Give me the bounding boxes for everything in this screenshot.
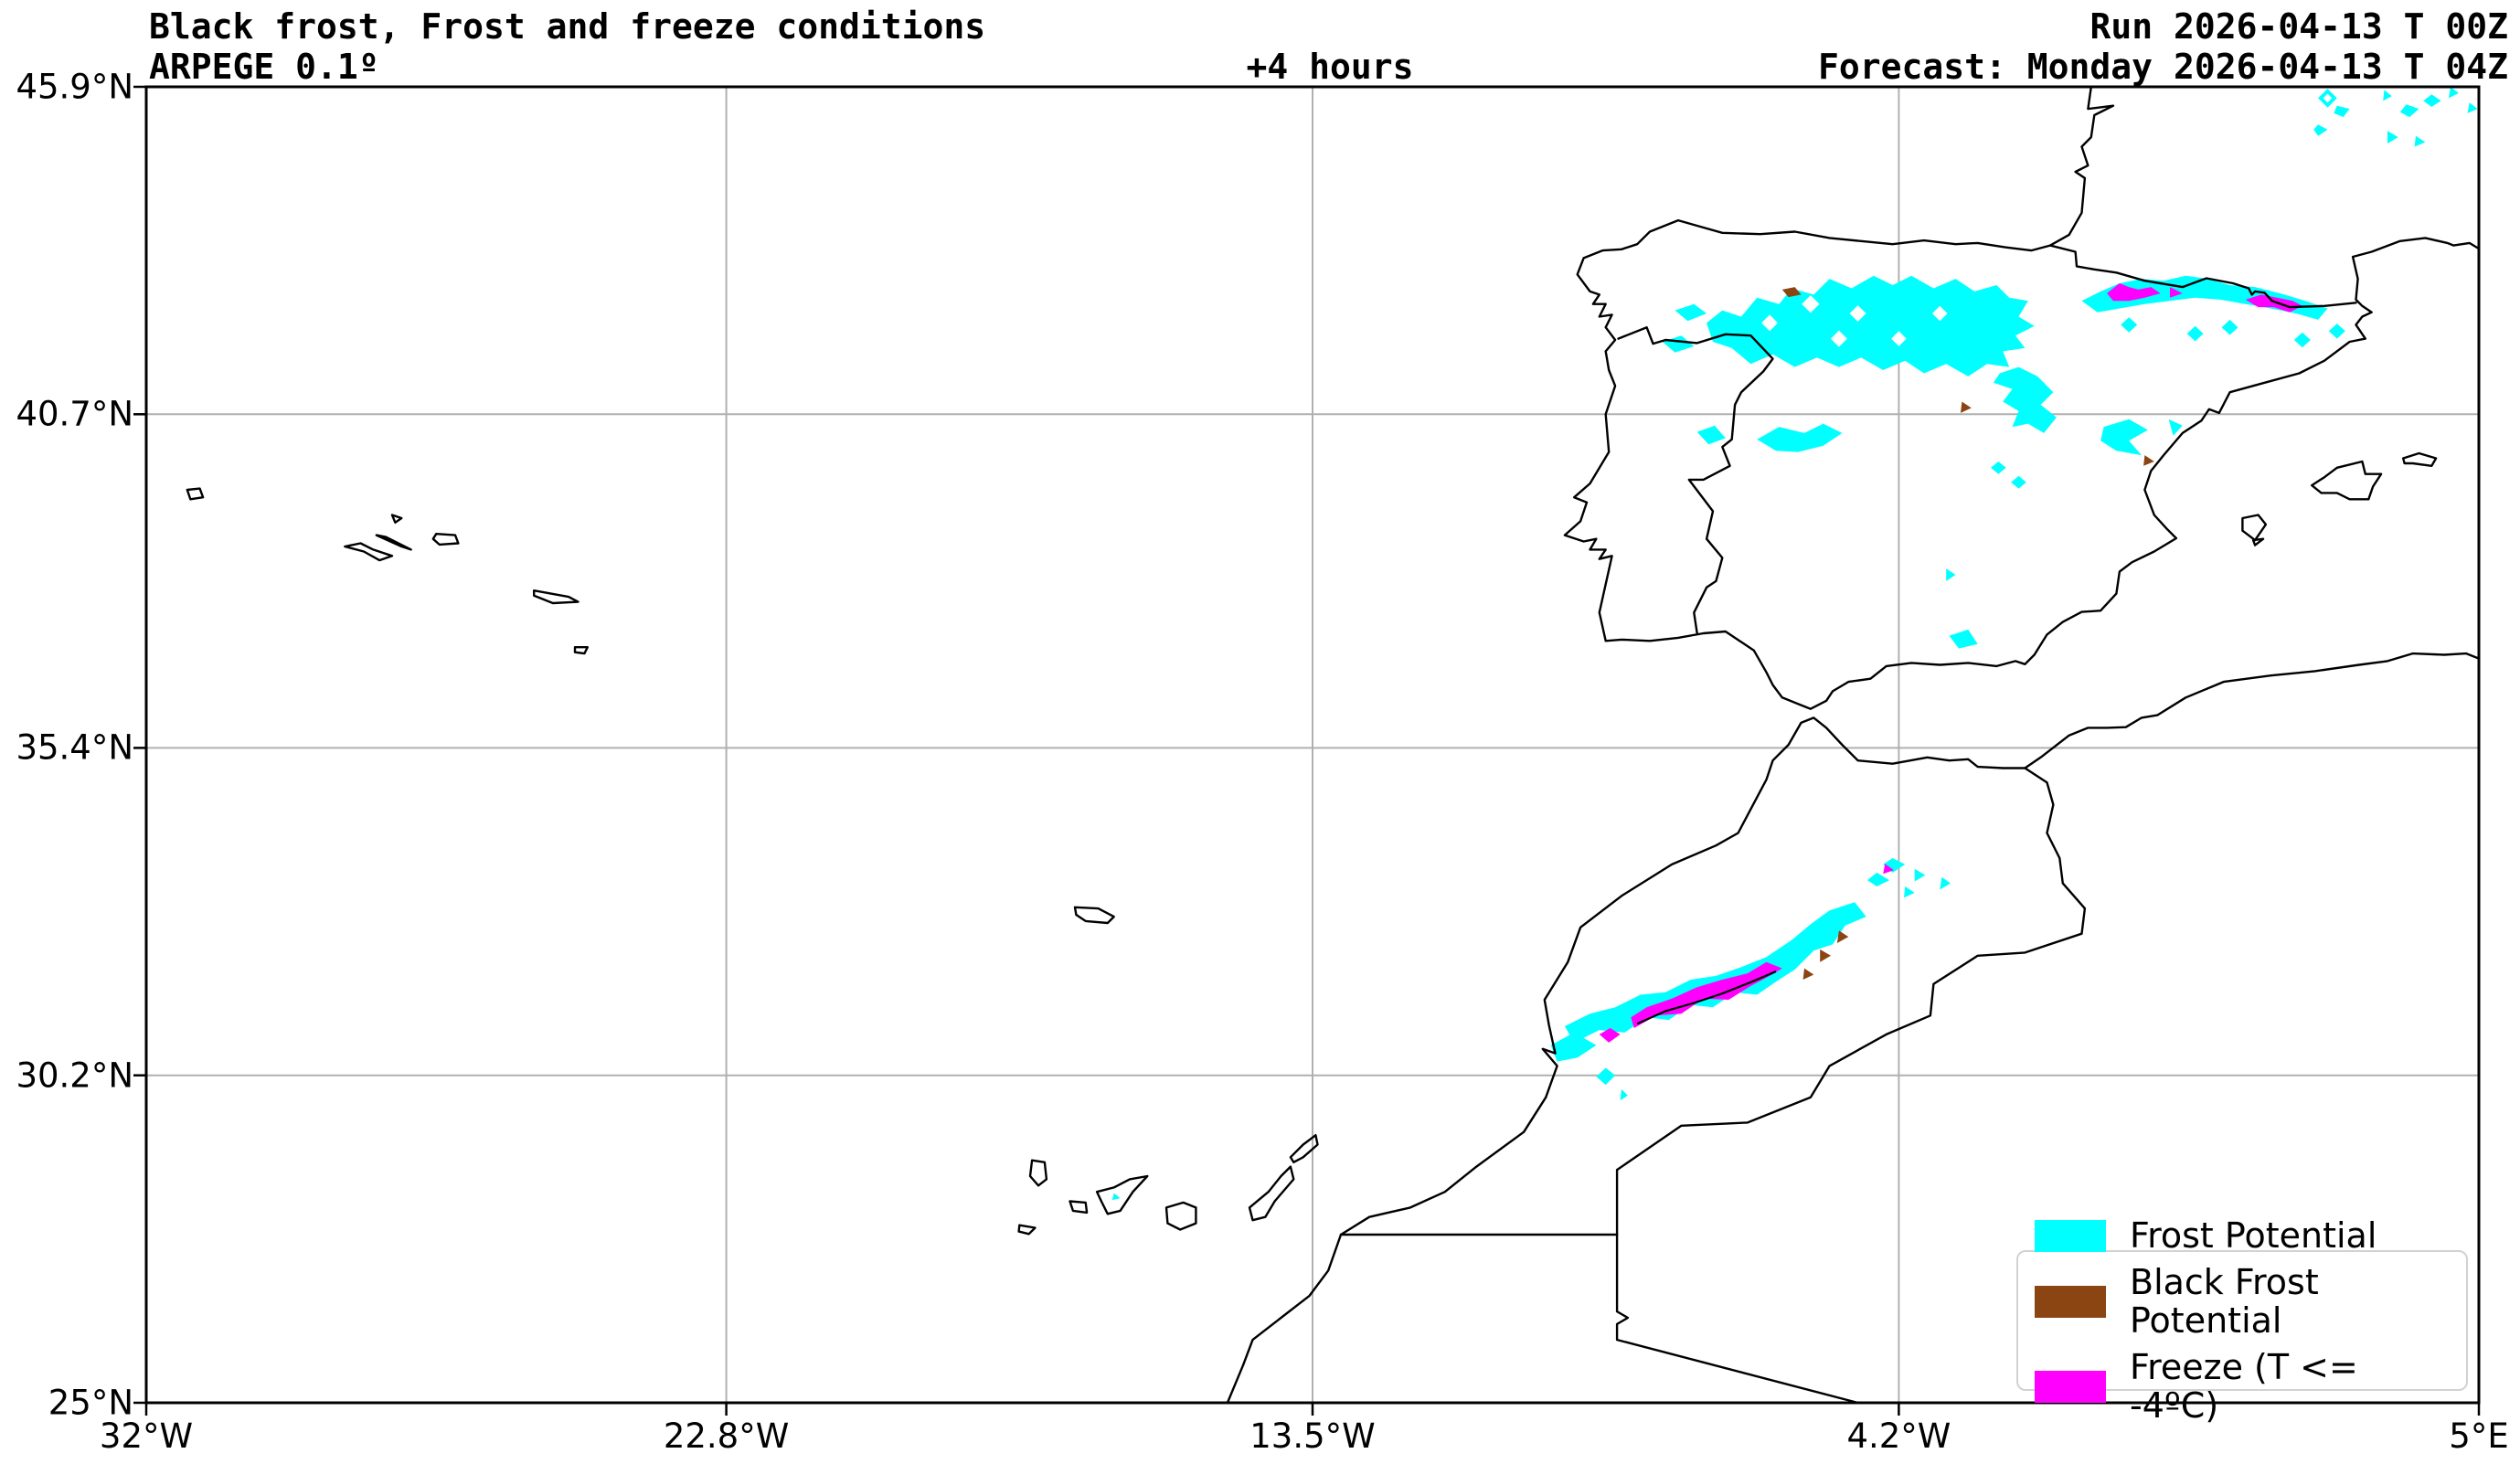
x-tick-label: 5°E <box>2449 1416 2509 1456</box>
x-tick-label: 22.8°W <box>663 1416 790 1456</box>
island-el-hierro <box>1017 1224 1037 1236</box>
x-tick-label: 13.5°W <box>1249 1416 1376 1456</box>
frost-holes <box>1761 93 2333 347</box>
legend: Frost Potential Black Frost Potential Fr… <box>2016 1216 2468 1425</box>
y-tick-label: 45.9°N <box>16 67 133 107</box>
island-la-palma <box>1028 1159 1048 1187</box>
black-frost-label: Black Frost Potential <box>2130 1262 2319 1341</box>
france-spain-border <box>2048 244 2357 309</box>
y-tick-label: 35.4°N <box>16 727 133 768</box>
island-menorca <box>2402 451 2438 467</box>
atlas-crest-line <box>1636 970 1777 1025</box>
island-formentera <box>2251 537 2265 546</box>
island-mallorca <box>2311 460 2383 501</box>
y-tick-label: 25°N <box>48 1383 133 1423</box>
model-label: ARPEGE 0.1º <box>149 47 379 87</box>
x-tick-label: 32°W <box>99 1416 194 1456</box>
plot-frame <box>133 85 2481 1416</box>
lead-time-label: +4 hours <box>1246 47 1414 87</box>
island-tenerife <box>1095 1174 1149 1215</box>
y-tick-label: 30.2°N <box>16 1056 133 1096</box>
y-tick-label: 40.7°N <box>16 394 133 434</box>
freeze-swatch <box>2035 1370 2106 1403</box>
island-terceira <box>431 533 460 546</box>
island-gran-canaria <box>1164 1201 1197 1231</box>
island-sao-jorge <box>375 534 412 551</box>
black-frost-swatch <box>2035 1285 2106 1318</box>
coastlines-borders <box>186 85 2481 1405</box>
island-faial-pico <box>344 542 394 562</box>
island-ibiza <box>2241 514 2268 542</box>
forecast-label: Forecast: Monday 2026-04-13 T 04Z <box>1818 47 2508 87</box>
island-graciosa <box>390 514 403 524</box>
x-tick-label: 4.2°W <box>1846 1416 1951 1456</box>
island-flores <box>186 487 205 501</box>
island-madeira <box>1073 906 1115 925</box>
legend-item-freeze: Freeze (T <= -4ºC) <box>2035 1348 2450 1425</box>
island-la-gomera <box>1069 1200 1089 1215</box>
island-lanzarote <box>1289 1134 1319 1163</box>
africa-coast <box>1226 652 2481 1405</box>
island-sao-miguel <box>533 589 579 605</box>
frost-swatch <box>2035 1219 2106 1252</box>
island-fuerteventura <box>1248 1165 1295 1222</box>
frost-label: Frost Potential <box>2130 1215 2377 1256</box>
black-frost-layer <box>1781 287 2154 980</box>
legend-item-black-frost: Black Frost Potential <box>2035 1263 2450 1340</box>
run-label: Run 2026-04-13 T 00Z <box>2089 6 2508 47</box>
portugal-spain-border <box>1617 326 1774 635</box>
island-santa-maria <box>573 646 589 655</box>
morocco-algeria-border <box>1615 767 2087 1236</box>
freeze-label: Freeze (T <= -4ºC) <box>2130 1347 2358 1426</box>
legend-item-frost: Frost Potential <box>2035 1216 2450 1255</box>
frost-layer <box>1111 87 2478 1201</box>
map-title: Black frost, Frost and freeze conditions <box>149 6 986 47</box>
iberia-france-coast <box>1563 85 2481 710</box>
western-sahara-border-south <box>1615 1233 1859 1405</box>
freeze-layer <box>1599 283 2302 1043</box>
